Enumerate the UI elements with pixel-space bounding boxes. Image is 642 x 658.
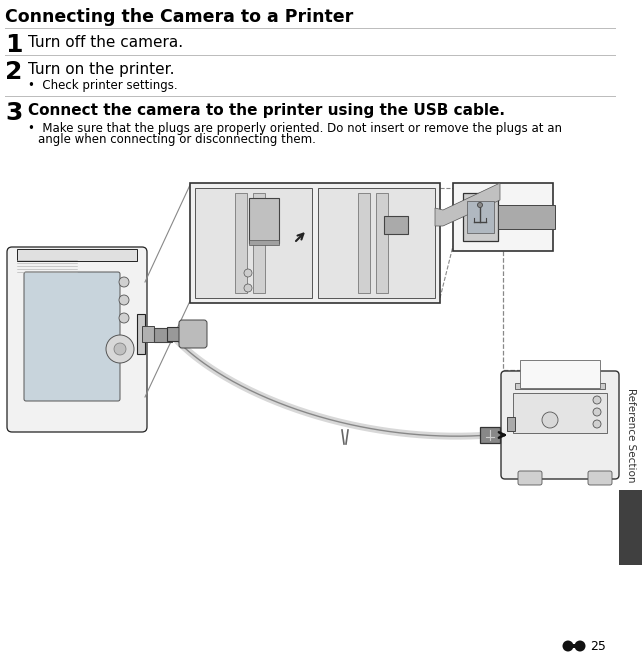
Bar: [376, 193, 388, 293]
Bar: [480, 427, 500, 443]
Bar: [142, 326, 154, 342]
Bar: [253, 193, 265, 293]
Bar: [137, 314, 145, 354]
FancyBboxPatch shape: [179, 320, 207, 348]
FancyBboxPatch shape: [588, 471, 612, 485]
Bar: [567, 644, 582, 648]
FancyBboxPatch shape: [518, 471, 542, 485]
FancyBboxPatch shape: [501, 371, 619, 479]
Bar: [513, 393, 607, 433]
Bar: [249, 198, 279, 243]
Bar: [167, 327, 185, 341]
Bar: [235, 193, 247, 293]
FancyBboxPatch shape: [7, 247, 147, 432]
Text: •  Make sure that the plugs are properly oriented. Do not insert or remove the p: • Make sure that the plugs are properly …: [28, 122, 562, 135]
Circle shape: [244, 269, 252, 277]
Circle shape: [542, 412, 558, 428]
Bar: [195, 188, 312, 298]
Text: Reference Section: Reference Section: [626, 388, 636, 482]
Text: Connect the camera to the printer using the USB cable.: Connect the camera to the printer using …: [28, 103, 505, 118]
Bar: [190, 183, 440, 303]
Text: 3: 3: [5, 101, 22, 125]
Bar: [467, 201, 494, 233]
Text: 1: 1: [5, 33, 22, 57]
Circle shape: [244, 284, 252, 292]
Circle shape: [106, 335, 134, 363]
Text: Connecting the Camera to a Printer: Connecting the Camera to a Printer: [5, 8, 353, 26]
Circle shape: [593, 420, 601, 428]
Bar: [619, 490, 642, 565]
Bar: [453, 183, 553, 251]
Text: angle when connecting or disconnecting them.: angle when connecting or disconnecting t…: [38, 133, 316, 146]
Bar: [318, 188, 435, 298]
Bar: [154, 328, 172, 342]
Bar: [507, 417, 515, 431]
Circle shape: [119, 295, 129, 305]
Bar: [515, 383, 605, 389]
Circle shape: [119, 313, 129, 323]
Bar: [358, 193, 370, 293]
Circle shape: [562, 640, 573, 651]
Bar: [384, 216, 408, 234]
Bar: [463, 193, 498, 241]
Text: Turn on the printer.: Turn on the printer.: [28, 62, 175, 77]
Circle shape: [119, 277, 129, 287]
Circle shape: [575, 640, 586, 651]
Text: •  Check printer settings.: • Check printer settings.: [28, 79, 178, 92]
Circle shape: [593, 396, 601, 404]
Text: 25: 25: [590, 640, 606, 653]
Bar: [498, 205, 555, 229]
Text: 2: 2: [5, 60, 22, 84]
Bar: [17, 249, 137, 261]
Circle shape: [593, 408, 601, 416]
FancyBboxPatch shape: [24, 272, 120, 401]
Bar: [249, 240, 279, 245]
Circle shape: [114, 343, 126, 355]
Circle shape: [478, 203, 483, 207]
Text: Turn off the camera.: Turn off the camera.: [28, 35, 183, 50]
Polygon shape: [435, 183, 500, 226]
Bar: [520, 360, 600, 388]
